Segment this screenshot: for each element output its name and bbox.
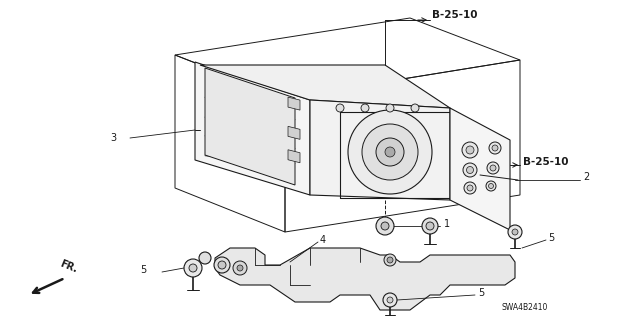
Circle shape xyxy=(184,259,202,277)
Circle shape xyxy=(384,254,396,266)
Circle shape xyxy=(512,229,518,235)
Circle shape xyxy=(422,218,438,234)
Circle shape xyxy=(336,104,344,112)
Circle shape xyxy=(386,104,394,112)
Text: B-25-10: B-25-10 xyxy=(523,157,568,167)
Text: 1: 1 xyxy=(444,219,450,229)
Polygon shape xyxy=(195,62,310,195)
Circle shape xyxy=(383,293,397,307)
Circle shape xyxy=(214,257,230,273)
Text: 5: 5 xyxy=(478,288,484,298)
Circle shape xyxy=(381,222,389,230)
Circle shape xyxy=(486,181,496,191)
Circle shape xyxy=(467,167,474,174)
Text: B-25-10: B-25-10 xyxy=(432,10,477,20)
Circle shape xyxy=(463,163,477,177)
Polygon shape xyxy=(215,248,515,310)
Circle shape xyxy=(462,142,478,158)
Circle shape xyxy=(199,252,211,264)
Circle shape xyxy=(488,183,493,189)
Text: 2: 2 xyxy=(583,172,589,182)
Circle shape xyxy=(385,147,395,157)
Polygon shape xyxy=(288,126,300,139)
Text: 5: 5 xyxy=(140,265,147,275)
Circle shape xyxy=(361,104,369,112)
Text: SWA4B2410: SWA4B2410 xyxy=(502,303,548,313)
Circle shape xyxy=(237,265,243,271)
Circle shape xyxy=(387,297,393,303)
Circle shape xyxy=(487,162,499,174)
Circle shape xyxy=(426,222,434,230)
Polygon shape xyxy=(450,108,510,230)
Circle shape xyxy=(508,225,522,239)
Circle shape xyxy=(464,182,476,194)
Polygon shape xyxy=(288,150,300,163)
Circle shape xyxy=(376,217,394,235)
Text: 5: 5 xyxy=(548,233,554,243)
Polygon shape xyxy=(205,68,295,185)
Text: FR.: FR. xyxy=(58,259,79,275)
Circle shape xyxy=(489,142,501,154)
Circle shape xyxy=(466,146,474,154)
Circle shape xyxy=(348,110,432,194)
Polygon shape xyxy=(310,100,450,200)
Circle shape xyxy=(218,261,226,269)
Circle shape xyxy=(189,264,197,272)
Circle shape xyxy=(376,138,404,166)
Circle shape xyxy=(411,104,419,112)
Text: 4: 4 xyxy=(320,235,326,245)
Polygon shape xyxy=(200,65,450,108)
Polygon shape xyxy=(288,97,300,110)
Circle shape xyxy=(492,145,498,151)
Text: 3: 3 xyxy=(110,133,116,143)
Circle shape xyxy=(362,124,418,180)
Circle shape xyxy=(467,185,473,191)
Circle shape xyxy=(233,261,247,275)
Circle shape xyxy=(490,165,496,171)
Circle shape xyxy=(387,257,393,263)
